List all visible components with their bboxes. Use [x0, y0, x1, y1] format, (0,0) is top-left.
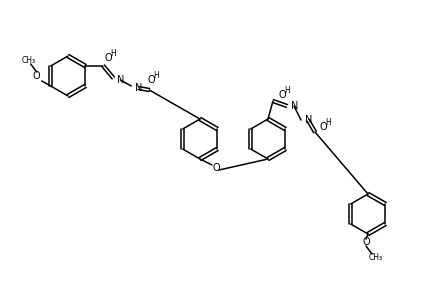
Text: O: O — [212, 163, 220, 173]
Text: N: N — [291, 101, 298, 111]
Text: H: H — [154, 71, 159, 79]
Text: N: N — [117, 75, 124, 85]
Text: O: O — [148, 75, 155, 85]
Text: N: N — [305, 115, 312, 125]
Text: H: H — [325, 118, 331, 126]
Text: CH₃: CH₃ — [369, 253, 383, 263]
Text: O: O — [278, 90, 286, 100]
Text: H: H — [111, 49, 116, 58]
Text: O: O — [362, 237, 370, 247]
Text: H: H — [284, 86, 290, 94]
Text: CH₃: CH₃ — [22, 56, 36, 64]
Text: O: O — [319, 122, 327, 132]
Text: O: O — [33, 71, 41, 81]
Text: O: O — [105, 53, 112, 63]
Text: N: N — [135, 83, 143, 93]
